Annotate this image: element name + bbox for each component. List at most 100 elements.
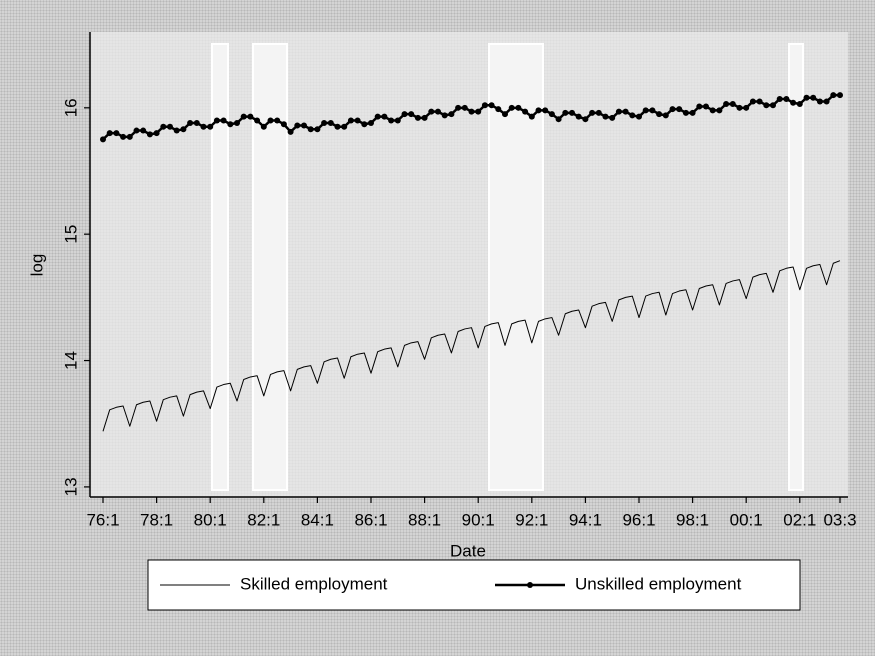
- point: [763, 102, 770, 109]
- point: [113, 130, 120, 137]
- point: [736, 104, 743, 111]
- point: [100, 136, 106, 143]
- point: [247, 113, 254, 120]
- point: [542, 107, 549, 114]
- point: [146, 131, 153, 138]
- point: [227, 121, 234, 128]
- point: [274, 117, 281, 124]
- point: [126, 133, 133, 140]
- point: [347, 117, 354, 124]
- point: [153, 130, 160, 137]
- point: [488, 102, 495, 109]
- y-tick-label: 13: [61, 477, 80, 496]
- point: [167, 123, 173, 130]
- point: [756, 98, 763, 105]
- point: [729, 101, 736, 108]
- point: [636, 113, 642, 120]
- point: [260, 123, 267, 130]
- point: [803, 94, 810, 101]
- point: [682, 109, 689, 116]
- point: [676, 106, 683, 113]
- band: [211, 43, 229, 491]
- point: [830, 92, 837, 99]
- point: [280, 121, 287, 128]
- point: [180, 126, 187, 133]
- point: [361, 121, 368, 128]
- legend-marker: [527, 582, 533, 588]
- point: [448, 111, 455, 118]
- point: [334, 123, 341, 130]
- point: [455, 104, 462, 111]
- point: [615, 108, 622, 115]
- x-tick-label: 88:1: [408, 510, 441, 529]
- y-axis-label: log: [27, 254, 46, 277]
- point: [368, 119, 374, 126]
- point: [776, 95, 783, 102]
- point: [287, 128, 294, 135]
- point: [669, 106, 676, 113]
- y-tick-label: 15: [61, 225, 80, 244]
- point: [595, 109, 602, 116]
- point: [535, 107, 542, 114]
- point: [548, 111, 555, 118]
- point: [435, 108, 441, 115]
- point: [703, 103, 709, 110]
- point: [823, 98, 830, 105]
- point: [140, 127, 147, 134]
- point: [481, 102, 488, 109]
- y-tick-label: 14: [61, 351, 80, 370]
- legend-label: Unskilled employment: [575, 574, 742, 593]
- point: [562, 109, 569, 116]
- point: [709, 107, 716, 114]
- point: [515, 104, 522, 111]
- point: [582, 116, 589, 123]
- x-tick-label: 96:1: [622, 510, 655, 529]
- x-tick-label: 90:1: [462, 510, 495, 529]
- x-axis-label: Date: [450, 541, 486, 560]
- point: [428, 108, 435, 115]
- point: [783, 95, 790, 102]
- point: [106, 130, 113, 137]
- point: [749, 98, 756, 105]
- point: [468, 108, 475, 115]
- point: [522, 108, 529, 115]
- point: [374, 113, 381, 120]
- point: [575, 113, 582, 120]
- point: [790, 99, 797, 106]
- point: [187, 119, 194, 126]
- point: [234, 119, 240, 126]
- point: [160, 123, 167, 130]
- point: [569, 109, 575, 116]
- point: [294, 122, 301, 129]
- point: [394, 117, 401, 124]
- point: [341, 123, 348, 130]
- point: [220, 117, 227, 124]
- point: [307, 126, 314, 133]
- point: [401, 111, 408, 118]
- x-tick-label: 80:1: [194, 510, 227, 529]
- point: [642, 107, 649, 114]
- point: [421, 114, 428, 121]
- x-tick-label: 94:1: [569, 510, 602, 529]
- point: [301, 122, 307, 129]
- point: [200, 123, 207, 130]
- point: [354, 117, 361, 124]
- x-tick-label: 76:1: [86, 510, 119, 529]
- point: [254, 117, 261, 124]
- point: [629, 112, 636, 119]
- point: [508, 104, 515, 111]
- point: [267, 117, 274, 124]
- point: [502, 111, 508, 118]
- x-tick-label: 03:3: [823, 510, 856, 529]
- point: [656, 111, 663, 118]
- x-tick-label: 78:1: [140, 510, 173, 529]
- x-tick-label: 86:1: [354, 510, 387, 529]
- point: [609, 114, 616, 121]
- point: [408, 111, 415, 118]
- x-tick-label: 02:1: [783, 510, 816, 529]
- point: [602, 113, 609, 120]
- point: [314, 126, 321, 133]
- point: [796, 101, 803, 108]
